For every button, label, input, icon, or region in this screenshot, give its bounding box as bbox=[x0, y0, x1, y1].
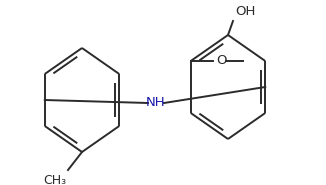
Text: OH: OH bbox=[235, 5, 255, 18]
Text: O: O bbox=[216, 55, 226, 68]
Text: CH₃: CH₃ bbox=[43, 174, 66, 185]
Text: NH: NH bbox=[146, 97, 166, 110]
